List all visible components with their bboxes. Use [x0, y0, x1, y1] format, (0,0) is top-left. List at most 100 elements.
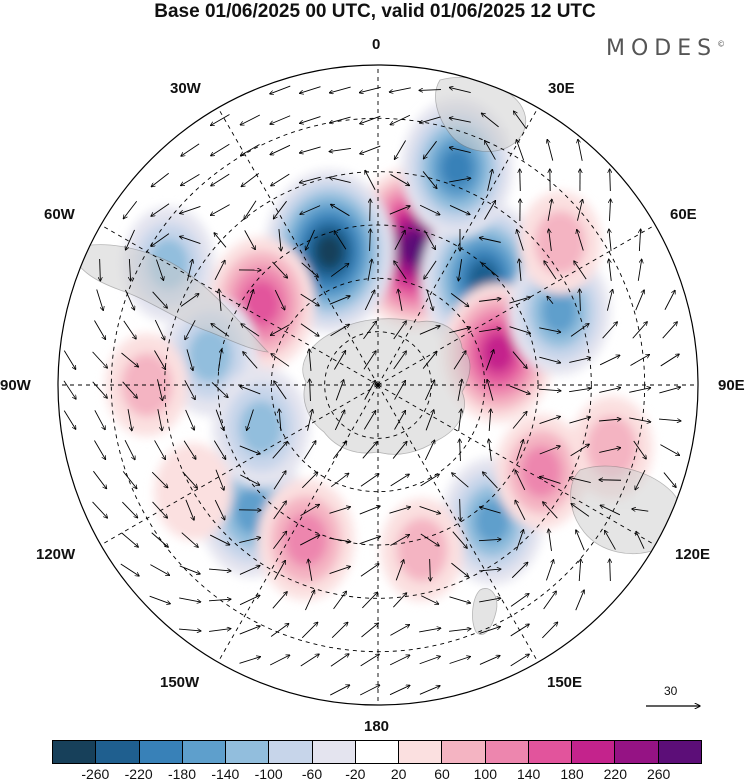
wind-arrow: [579, 559, 581, 582]
wind-arrow: [510, 594, 529, 607]
wind-arrow: [569, 358, 590, 363]
wind-arrow: [157, 379, 162, 400]
wind-arrow: [660, 444, 679, 456]
wind-arrow: [394, 140, 406, 160]
wind-arrow: [660, 354, 680, 367]
wind-arrow: [487, 379, 494, 401]
colorbar-tick-label: -140: [211, 766, 240, 782]
wind-arrow: [334, 231, 347, 250]
colorbar-tick-label: 140: [516, 766, 541, 782]
wind-arrow: [335, 380, 344, 401]
wind-arrow: [123, 201, 138, 218]
wind-arrow: [186, 349, 193, 370]
wind-arrow: [329, 507, 350, 514]
wind-arrow: [425, 380, 434, 401]
wind-arrow: [121, 352, 139, 367]
wind-arrow: [127, 409, 132, 431]
anomaly-center-10: [380, 498, 464, 602]
wind-arrow: [273, 501, 287, 520]
wind-arrow: [241, 172, 260, 186]
wind-arrow: [570, 444, 590, 457]
wind-arrow: [274, 560, 286, 580]
wind-arrow: [307, 409, 312, 431]
wind-arrow: [331, 204, 350, 217]
wind-arrow: [92, 501, 108, 518]
wind-arrow: [419, 204, 440, 215]
wind-arrow: [154, 319, 164, 340]
wind-arrow: [181, 173, 200, 185]
wind-arrow: [389, 206, 410, 215]
wind-arrow: [300, 86, 321, 94]
wind-arrow: [487, 169, 493, 191]
wind-arrow: [329, 537, 351, 542]
wind-arrow: [359, 536, 381, 545]
wind-arrow: [370, 229, 371, 252]
wind-arrow: [359, 506, 380, 515]
wind-arrow: [482, 263, 499, 278]
wind-arrow: [363, 411, 375, 430]
wind-arrow: [540, 477, 561, 484]
wind-arrow: [156, 259, 163, 281]
wind-arrow: [422, 171, 437, 188]
wind-arrow: [543, 591, 557, 610]
wind-arrow: [244, 230, 256, 249]
wind-arrow: [360, 685, 380, 696]
wind-arrow: [424, 230, 436, 249]
wind-arrow: [394, 380, 406, 400]
wind-arrow: [629, 388, 651, 393]
wind-arrow: [329, 177, 351, 184]
wind-arrow: [239, 537, 260, 543]
wind-arrow: [120, 563, 139, 576]
wind-arrow: [151, 233, 170, 247]
wind-arrow: [213, 440, 225, 460]
wind-arrow: [301, 262, 319, 277]
wind-arrow: [183, 440, 196, 460]
wind-arrow: [510, 624, 530, 637]
wind-arrow: [239, 566, 260, 575]
wind-arrow: [393, 351, 407, 370]
wind-arrow: [539, 446, 560, 455]
wind-arrow: [569, 417, 590, 424]
colorbar-segment: [441, 741, 485, 763]
wind-arrow: [510, 654, 530, 667]
wind-arrow: [94, 410, 105, 429]
wind-arrow: [271, 354, 290, 367]
wind-arrow: [609, 259, 612, 281]
wind-arrow: [360, 564, 379, 577]
wind-arrow: [122, 471, 137, 488]
wind-arrow: [184, 380, 195, 399]
wind-arrow: [215, 409, 224, 431]
wind-arrow: [636, 531, 645, 549]
wind-arrow: [359, 86, 381, 92]
wind-arrow: [331, 622, 348, 639]
wind-arrow: [365, 170, 376, 190]
wind-arrow: [663, 472, 676, 488]
wind-arrow: [542, 622, 557, 639]
wind-arrow: [449, 118, 471, 123]
wind-arrow: [460, 498, 461, 521]
wind-arrow: [520, 169, 521, 192]
wind-arrow: [96, 289, 104, 311]
wind-arrow: [479, 507, 501, 514]
colorbar-segment: [527, 741, 572, 763]
wind-arrow: [453, 351, 466, 370]
wind-arrow: [180, 206, 201, 213]
wind-arrow: [398, 289, 403, 311]
colorbar-segment: [268, 741, 312, 763]
wind-arrow: [308, 559, 313, 581]
wind-arrow: [389, 87, 411, 92]
lon-label-180: 180: [364, 718, 390, 735]
wind-arrow: [637, 259, 641, 281]
wind-arrow: [479, 598, 501, 603]
wind-arrow: [420, 474, 440, 487]
meridian-line: [377, 384, 539, 663]
wind-arrow: [512, 411, 527, 429]
wind-arrow: [362, 592, 377, 609]
wind-arrow: [209, 569, 231, 571]
wind-arrow: [485, 350, 494, 371]
wind-arrow: [479, 569, 501, 571]
wind-arrow: [539, 416, 561, 425]
wind-arrow: [149, 595, 171, 604]
wind-arrow: [516, 530, 523, 551]
wind-arrow: [329, 566, 351, 574]
